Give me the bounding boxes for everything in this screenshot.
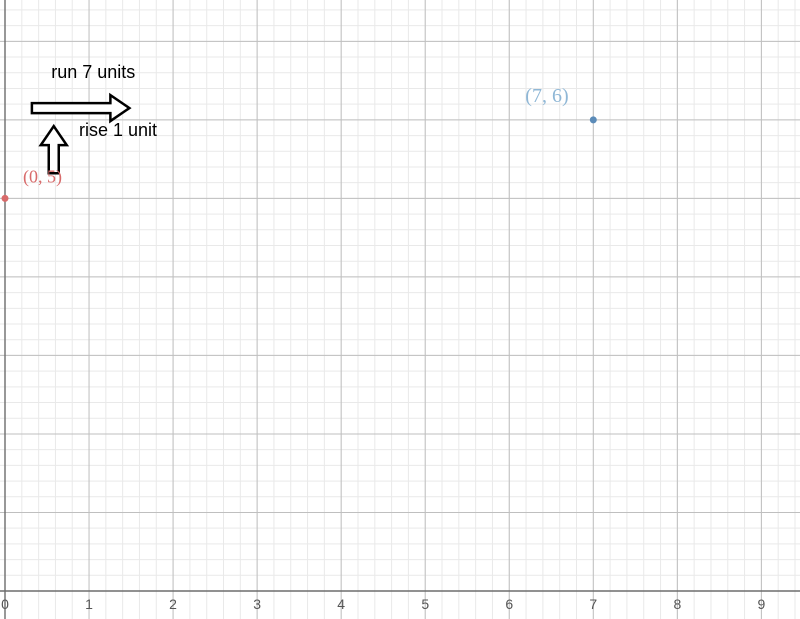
run-label: run 7 units [51,62,135,83]
coordinate-plane: 01234567891234567(0, 5)(7, 6) [0,0,800,619]
x-tick-label: 5 [421,596,429,612]
x-tick-label: 0 [1,596,9,612]
point-label: (0, 5) [23,166,62,187]
point-label: (7, 6) [525,85,568,107]
chart-background [0,0,800,619]
x-tick-label: 7 [589,596,597,612]
x-tick-label: 2 [169,596,177,612]
x-tick-label: 1 [85,596,93,612]
point-0-5 [2,195,9,202]
x-tick-label: 4 [337,596,345,612]
x-tick-label: 9 [757,596,765,612]
x-tick-label: 3 [253,596,261,612]
point-7-6 [590,116,597,123]
rise-label: rise 1 unit [79,120,157,141]
x-tick-label: 8 [673,596,681,612]
x-tick-label: 6 [505,596,513,612]
